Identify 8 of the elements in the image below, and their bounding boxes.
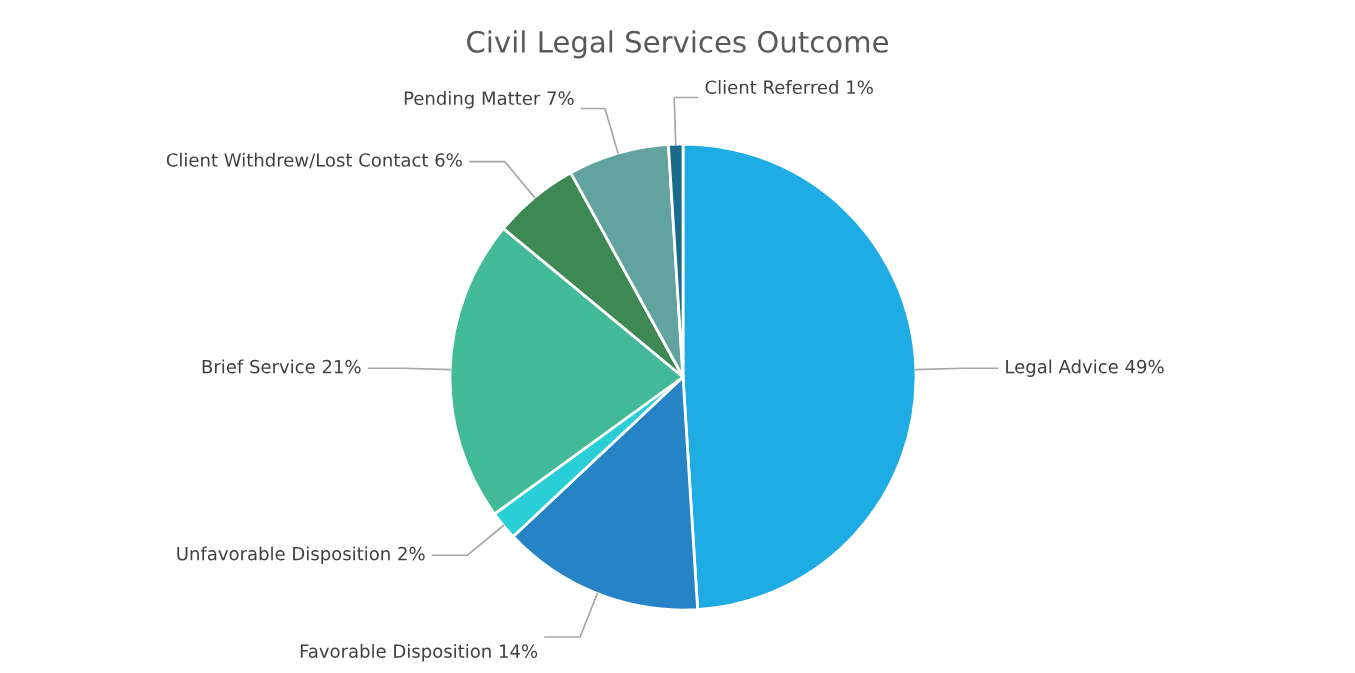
slice-label: Favorable Disposition 14% [300,643,538,662]
slice-label: Client Referred 1% [705,80,873,95]
slice-label: Unfavorable Disposition 2% [177,546,425,564]
slice-label: Brief Service 21% [202,359,361,374]
slice-label: Client Withdrew/Lost Contact 6% [166,152,462,169]
slice-label: Legal Advice 49% [1006,359,1164,377]
chart-title: Civil Legal Services Outcome [467,30,888,59]
slice-label: Pending Matter 7% [404,91,574,109]
